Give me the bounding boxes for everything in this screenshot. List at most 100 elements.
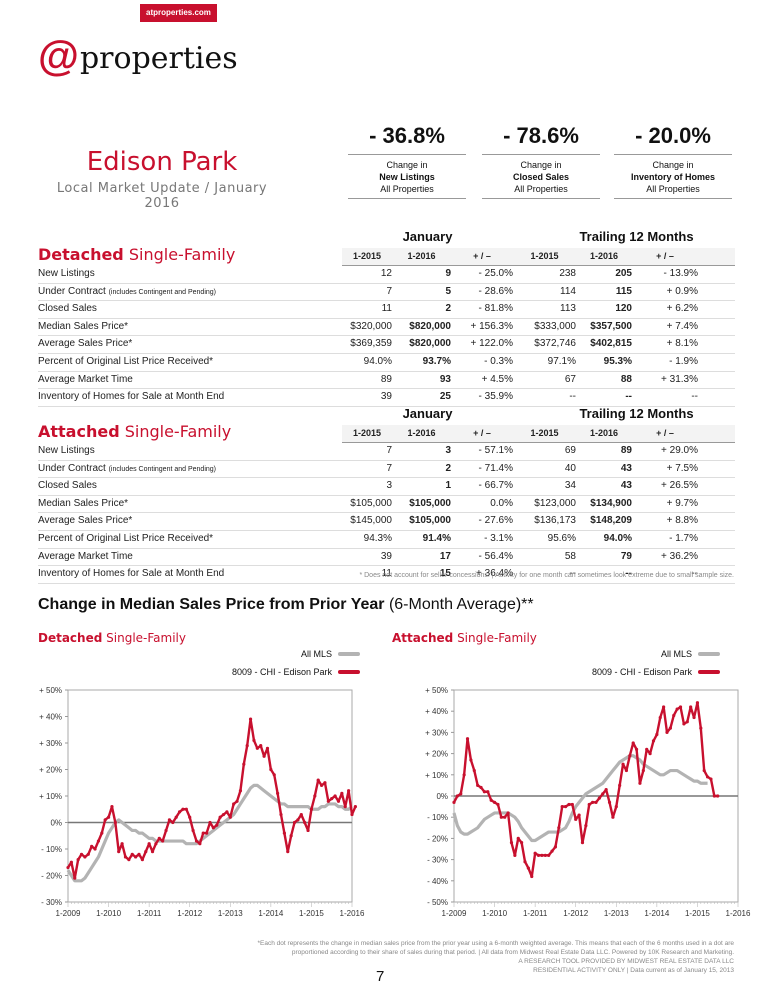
row-label-text: Inventory of Homes for Sale at Month End (38, 568, 225, 580)
table-cell: $820,000 (409, 338, 451, 350)
row-label-text: New Listings (38, 268, 95, 279)
site-url-tab[interactable]: atproperties.com (140, 4, 217, 22)
legend-detached: All MLS 8009 - CHI - Edison Park (180, 645, 360, 681)
data-point (248, 717, 253, 721)
table-row: New Listings 12 9 - 25.0% 238 205 - 13.9% (38, 266, 735, 284)
y-tick-label: + 30% (39, 739, 62, 748)
row-label: Closed Sales (38, 301, 342, 318)
table-cell: - 81.8% (478, 303, 513, 315)
data-point (621, 762, 625, 766)
table-cell: 89 (380, 373, 392, 385)
table-cell: 94.3% (363, 532, 392, 544)
data-point (516, 836, 520, 840)
data-point (262, 754, 266, 758)
table-cell: -- (625, 391, 632, 403)
data-point (306, 828, 310, 833)
table-cell: 67 (564, 373, 576, 385)
chart-attached: - 50% - 40% - 30% - 20% - 10% 0% + 10% + 20% + 3… (425, 686, 751, 918)
row-label-text: Under Contract (38, 462, 109, 474)
chart-title-bold: Detached (38, 631, 103, 645)
data-point (167, 818, 172, 822)
data-point (177, 810, 182, 814)
data-point (353, 805, 357, 809)
data-point (594, 800, 598, 804)
kpi-metric-name: New Listings (379, 172, 435, 182)
legend-attached: All MLS 8009 - CHI - Edison Park (540, 645, 720, 681)
data-point (597, 796, 601, 800)
data-point (90, 844, 94, 848)
table-cell: - 3.1% (484, 532, 513, 544)
data-point (513, 853, 517, 857)
table-cell: 39 (380, 550, 392, 562)
data-point (479, 785, 483, 790)
section-title-bold: Attached (38, 422, 120, 441)
table-cell: 2 (445, 303, 451, 315)
data-point (83, 855, 87, 859)
data-point (678, 705, 683, 709)
chart-detached: - 30% - 20% - 10% 0% + 10% + 20% + 30% + 40% + 5… (39, 686, 365, 918)
data-point (577, 813, 581, 817)
table-row: Percent of Original List Price Received*… (38, 531, 735, 549)
data-point (76, 858, 80, 862)
data-point (140, 858, 144, 862)
row-label: Median Sales Price* (38, 496, 342, 513)
table-cell: 93.7% (422, 355, 451, 367)
table-cell: -- (691, 391, 698, 403)
table-row: Under Contract (includes Contingent and … (38, 284, 735, 302)
table-cell: 3 (445, 445, 451, 456)
row-label: Percent of Original List Price Received* (38, 531, 342, 548)
data-point (330, 797, 334, 801)
col-header: 1-2015 (530, 251, 559, 261)
col-header: 1-2016 (407, 428, 436, 438)
charts-section-title: Change in Median Sales Price from Prior … (38, 596, 534, 614)
group-header-january: January (402, 229, 453, 244)
data-point (93, 847, 97, 851)
col-header: 1-2016 (407, 251, 436, 261)
data-point (174, 815, 178, 819)
data-point (496, 802, 500, 807)
table-cell: 205 (615, 268, 632, 279)
kpi-caption: Change in Inventory of Homes All Propert… (614, 154, 732, 199)
table-cell: 43 (620, 480, 632, 492)
data-point (705, 775, 710, 779)
data-point (455, 794, 459, 798)
kpi-caption-line: Change in (652, 160, 694, 170)
data-point (272, 773, 276, 777)
charts-title-bold: Change in Median Sales Price from Prior … (38, 596, 385, 613)
table-cell: $145,000 (350, 515, 392, 527)
x-tick-label: 1-2015 (685, 909, 710, 918)
data-point (509, 841, 514, 845)
data-point (476, 783, 480, 787)
table-cell: + 36.2% (661, 550, 698, 562)
table-row: Average Sales Price* $369,359 $820,000 + 12… (38, 336, 735, 354)
table-cell: 120 (615, 303, 632, 315)
data-point (563, 805, 568, 809)
x-tick-label: 1-2016 (340, 909, 365, 918)
data-point (157, 836, 161, 840)
data-point (259, 744, 263, 748)
logo-at-symbol: @ (38, 32, 79, 79)
data-point (618, 783, 622, 787)
table-cell: - 57.1% (478, 445, 513, 456)
table-cell: 5 (445, 285, 451, 297)
table-cell: $123,000 (534, 497, 576, 509)
x-tick-label: 1-2009 (56, 909, 81, 918)
data-point (144, 850, 148, 854)
legend-label: All MLS (300, 649, 332, 659)
table-row: Average Market Time 89 93 + 4.5% 67 88 + 31.3% (38, 372, 735, 390)
data-point (69, 860, 73, 864)
table-row: Average Market Time 39 17 - 56.4% 58 79 + 36.2… (38, 549, 735, 567)
data-point (323, 781, 327, 785)
table-cell: 79 (620, 550, 632, 562)
table-cell: 0.0% (490, 497, 513, 509)
data-point (218, 815, 222, 819)
data-point (154, 842, 158, 846)
chart-title-detached: Detached Single-Family (38, 631, 186, 645)
row-label-text: Closed Sales (38, 480, 97, 492)
detached-table-header: 1-2015 1-2016 + / – 1-2015 1-2016 + / – (342, 248, 735, 266)
data-point (702, 768, 706, 773)
data-point (665, 730, 669, 734)
y-tick-label: - 10% (427, 813, 448, 822)
table-cell: + 122.0% (470, 338, 513, 350)
table-cell: $105,000 (409, 497, 451, 509)
